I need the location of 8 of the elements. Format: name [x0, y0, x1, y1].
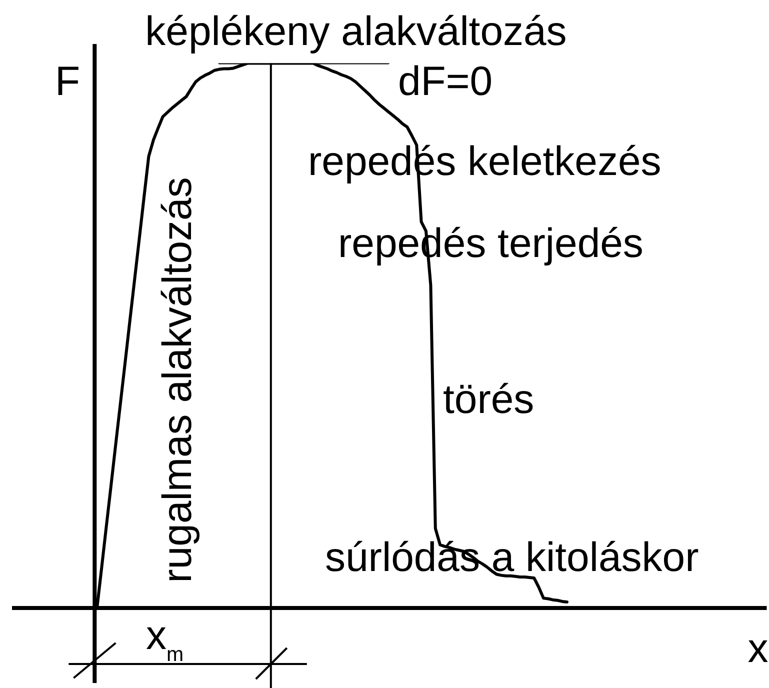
x-axis-title: x [748, 625, 769, 671]
annotation: dF=0 [398, 58, 493, 104]
annotation: súrlódás a kitoláskor [325, 534, 699, 580]
text: x$_{m}$ [146, 612, 184, 666]
y-axis-title: F [55, 58, 80, 104]
annotation: törés [443, 376, 534, 422]
text: képlékeny alakváltozás [145, 8, 567, 54]
annotation: rugalmas alakváltozás [154, 177, 200, 583]
